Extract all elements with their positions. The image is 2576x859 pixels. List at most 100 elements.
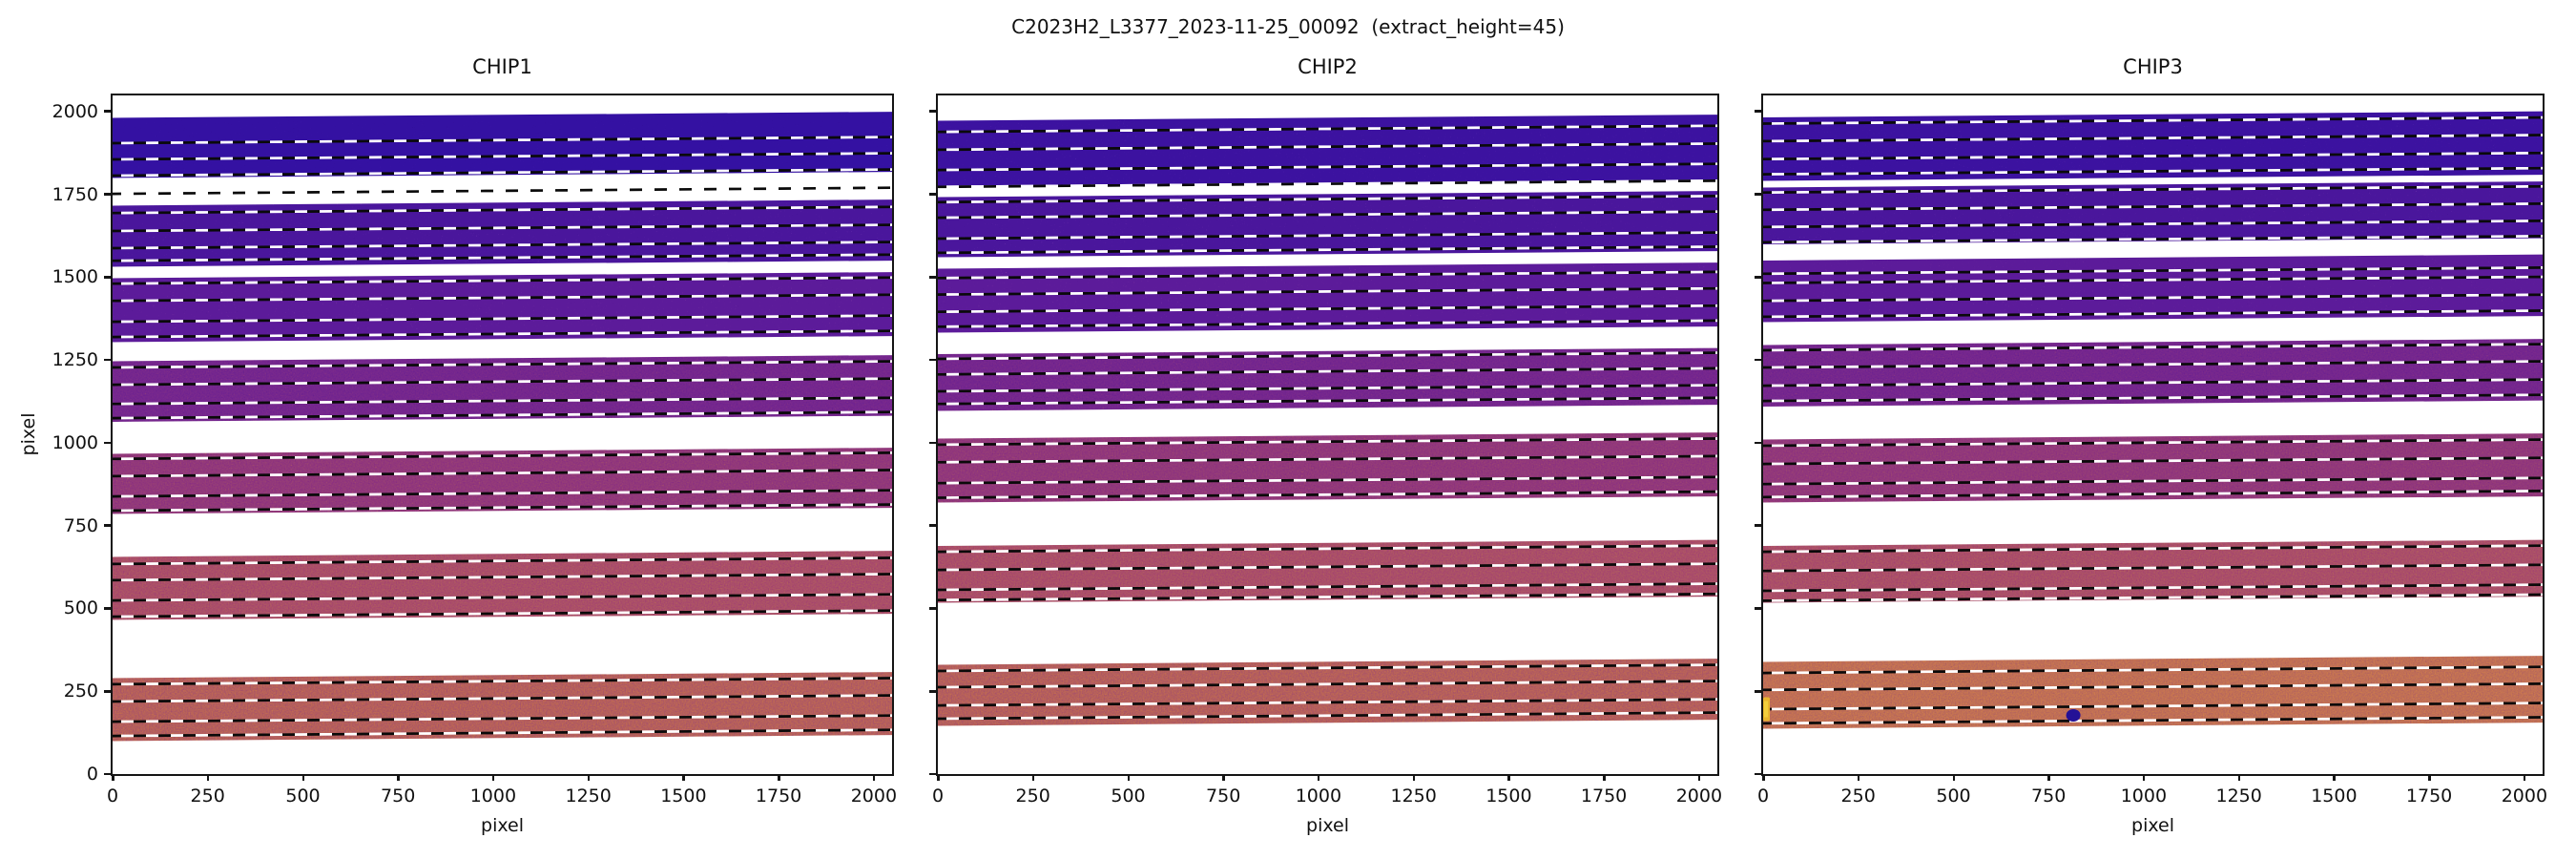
order-trace-line-white [938,680,1717,689]
spectral-order-band [113,113,892,178]
order-trace-line-white [938,454,1717,464]
y-tick-mark [929,193,936,196]
order-trace-line-white [1763,202,2543,212]
y-tick-label: 2000 [52,100,98,122]
order-trace-line-white [1763,438,2543,448]
x-tick-label: 1500 [1485,786,1532,807]
x-tick-mark [2428,774,2431,781]
order-trace-line-black [938,231,1717,241]
x-tick-label: 1250 [2215,786,2262,807]
order-trace-line-black [113,573,892,582]
x-tick-mark [1222,774,1225,781]
order-trace-line-white [113,253,892,262]
x-tick-mark [206,774,210,781]
order-trace-line-white [113,573,892,582]
spectral-order-band [113,273,892,341]
chip-title-2: CHIP2 [1298,55,1358,78]
order-trace-line-black [113,314,892,324]
order-trace-line-white [1763,220,2543,229]
x-tick-mark [2047,774,2050,781]
x-tick-mark [2333,774,2336,781]
order-trace-line-black [938,698,1717,707]
order-trace-line-white [113,241,892,250]
order-trace-line-white [938,562,1717,572]
order-trace-line-black [938,475,1717,485]
order-trace-line-white [938,544,1717,554]
order-trace-line-white [1763,343,2543,352]
order-trace-line-black [938,592,1717,602]
x-tick-label: 250 [1015,786,1050,807]
order-trace-line-black [1763,378,2543,388]
order-trace-line-white [938,210,1717,220]
order-trace-line-black [113,136,892,145]
y-tick-label: 1000 [52,431,98,453]
order-trace-line-white [1763,682,2543,692]
order-trace-line-white [113,410,892,420]
spectral-order-band [113,200,892,266]
order-trace-line-white [113,489,892,498]
order-trace-line-white [938,179,1717,189]
order-trace-line-black [1763,593,2543,602]
order-trace-line-black [938,286,1717,296]
x-tick-label: 500 [285,786,321,807]
spectral-order-band [1763,340,2543,406]
y-tick-label: 1750 [52,183,98,205]
x-tick-label: 0 [931,786,945,807]
order-trace-line-white [1763,702,2543,711]
order-trace-line-black [113,593,892,602]
order-trace-line-white [113,136,892,145]
x-tick-label: 1500 [2311,786,2358,807]
order-trace-line-black [938,582,1717,592]
order-trace-line-white [1763,490,2543,499]
order-trace-line-white [113,360,892,369]
order-trace-line-black [113,377,892,387]
order-trace-line-black [938,319,1717,328]
y-tick-mark [929,110,936,113]
order-trace-line-black [113,410,892,420]
x-tick-label: 1250 [565,786,612,807]
order-trace-line-white [938,663,1717,673]
order-trace-line-white [938,698,1717,707]
y-tick-mark [1755,607,1761,610]
order-trace-line-white [113,714,892,723]
order-trace-line-black [938,270,1717,280]
order-trace-line-black [1763,202,2543,212]
order-trace-line-white [1763,275,2543,284]
x-tick-label: 0 [106,786,119,807]
y-tick-mark [1755,524,1761,527]
order-trace-line-white [113,293,892,303]
order-trace-line-white [113,451,892,461]
order-trace-line-black [938,124,1717,134]
x-tick-label: 750 [2031,786,2067,807]
order-trace-line-black [1763,583,2543,593]
x-tick-label: 500 [1936,786,1971,807]
y-tick-mark [104,441,111,445]
x-tick-mark [1317,774,1320,781]
chip-image-svg [938,115,1717,725]
x-tick-mark [1031,774,1035,781]
order-trace-line-white [1763,378,2543,388]
order-trace-line-white [113,593,892,602]
spectral-order-band [1763,434,2543,501]
x-tick-mark [1952,774,1955,781]
x-tick-label: 1000 [2120,786,2168,807]
spectral-order-band [113,449,892,513]
x-tick-mark [2237,774,2241,781]
x-tick-mark [1762,774,1765,781]
order-trace-line-white [1763,593,2543,602]
order-trace-line-black [1763,476,2543,486]
y-tick-mark [929,358,936,362]
order-trace-line-black [1763,393,2543,403]
order-trace-line-white [113,168,892,178]
order-trace-line-white [1763,393,2543,403]
spectral-order-band [113,552,892,619]
spectral-order-band [113,356,892,421]
order-trace-line-black [1763,275,2543,284]
order-trace-line-white [113,728,892,738]
order-trace-line-white [938,475,1717,485]
order-trace-line-black [938,384,1717,393]
order-trace-line-black [1763,438,2543,448]
order-trace-line-black [113,293,892,303]
x-tick-label: 1750 [755,786,802,807]
order-trace-line-black [1763,544,2543,554]
